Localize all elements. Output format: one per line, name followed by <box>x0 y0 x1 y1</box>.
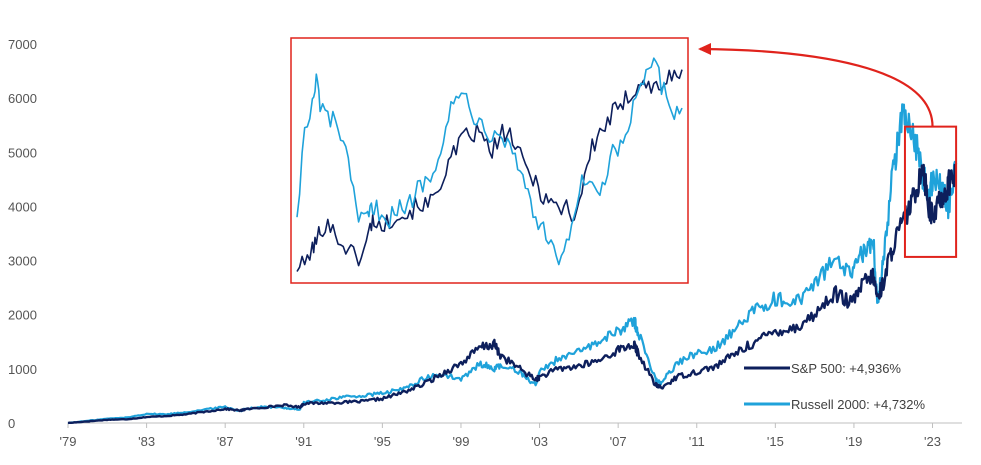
x-tick-label: '87 <box>217 434 234 449</box>
y-tick-label: 6000 <box>8 91 37 106</box>
main-plot <box>67 103 958 425</box>
inset-series-line-russell2000 <box>296 57 683 266</box>
y-tick-label: 7000 <box>8 37 37 52</box>
zoom-arrow-line <box>699 47 934 127</box>
x-tick-label: '95 <box>374 434 391 449</box>
zoom-highlight-box <box>903 125 958 258</box>
x-axis: '79 '83 '87 '91 '95 '99 '03 '07 '11 '15 '19 '23 <box>60 422 962 449</box>
series-line-sp500 <box>67 163 957 425</box>
x-tick-label: '23 <box>924 434 941 449</box>
y-tick-label: 4000 <box>8 199 37 214</box>
legend: S&P 500: +4,936% Russell 2000: +4,732% <box>744 361 926 412</box>
x-tick-label: '07 <box>610 434 627 449</box>
x-tick-label: '11 <box>689 434 705 449</box>
x-tick-label: '03 <box>531 434 548 449</box>
legend-label: S&P 500: +4,936% <box>791 361 901 376</box>
x-tick-label: '83 <box>138 434 155 449</box>
y-tick-label: 0 <box>8 416 15 431</box>
legend-label: Russell 2000: +4,732% <box>791 397 926 412</box>
x-tick-label: '15 <box>767 434 784 449</box>
inset-series-line-sp500 <box>296 69 683 272</box>
x-tick-label: '99 <box>452 434 469 449</box>
y-tick-label: 1000 <box>8 362 37 377</box>
inset-frame <box>290 37 689 284</box>
y-tick-label: 5000 <box>8 145 37 160</box>
x-tick-label: '91 <box>295 434 312 449</box>
inset-zoom <box>290 37 958 284</box>
y-axis: 0 1000 2000 3000 4000 5000 6000 7000 <box>8 37 37 431</box>
y-tick-label: 2000 <box>8 308 37 323</box>
x-tick-label: '79 <box>60 434 77 449</box>
zoom-arrowhead <box>698 43 711 55</box>
x-tick-label: '19 <box>845 434 862 449</box>
y-tick-label: 3000 <box>8 254 37 269</box>
